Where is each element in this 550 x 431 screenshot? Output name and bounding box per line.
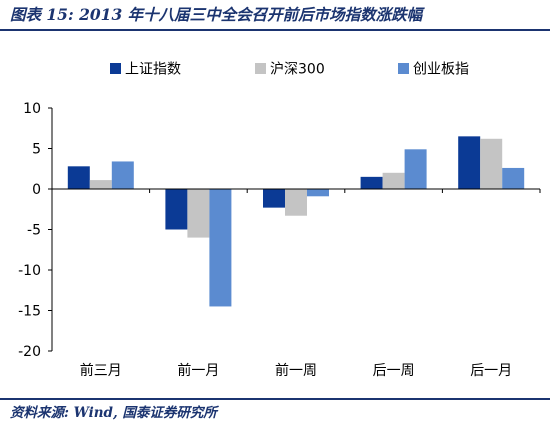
title-divider — [0, 29, 550, 31]
bar-3-5 — [502, 167, 525, 189]
y-tick-label: -15 — [18, 304, 41, 320]
bar-1-4 — [360, 176, 383, 189]
y-tick-label: 0 — [32, 182, 41, 198]
bar-1-2 — [165, 189, 188, 230]
bar-2-3 — [285, 189, 307, 216]
bar-1-3 — [263, 189, 285, 208]
bar-2-5 — [480, 138, 503, 189]
bar-1-1 — [67, 166, 90, 189]
legend-swatch-1 — [110, 63, 121, 74]
chart-legend: 上证指数 沪深300 创业板指 — [110, 62, 469, 78]
y-tick-label: 5 — [32, 142, 41, 158]
legend-label-1: 上证指数 — [125, 62, 181, 78]
x-tick-label: 后一周 — [373, 363, 415, 379]
y-tick-label: -20 — [18, 344, 41, 360]
plot-area: 10 5 0 -5 -10 -15 -20 前三月 前一月 前一周 后一周 后一月 — [18, 101, 541, 379]
legend-swatch-3 — [398, 63, 409, 74]
x-tick-label: 前三月 — [80, 362, 122, 379]
bar-2-4 — [382, 172, 405, 189]
chart-title: 图表 15: 2013 年十八届三中全会召开前后市场指数涨跌幅 — [10, 5, 423, 24]
bar-3-2 — [209, 189, 232, 307]
source-note: 资料来源: Wind, 国泰证券研究所 — [10, 405, 217, 421]
bar-1-5 — [458, 136, 481, 189]
bar-3-4 — [404, 149, 427, 189]
bar-3-1 — [111, 161, 134, 189]
x-tick-label: 前一周 — [275, 362, 317, 379]
legend-label-3: 创业板指 — [413, 62, 469, 78]
y-tick-label: 10 — [23, 101, 41, 117]
bar-2-1 — [89, 180, 112, 189]
bar-chart: 上证指数 沪深300 创业板指 10 5 0 -5 -10 -15 -20 前三月 前一月 前一周 后一… — [18, 62, 541, 379]
y-tick-label: -5 — [27, 223, 41, 239]
x-tick-label: 前一月 — [177, 362, 219, 379]
legend-label-2: 沪深300 — [270, 62, 325, 78]
bar-2-2 — [187, 189, 210, 238]
footer-divider — [0, 398, 550, 400]
x-tick-label: 后一月 — [470, 363, 512, 379]
bar-3-3 — [307, 189, 329, 197]
legend-swatch-2 — [255, 63, 266, 74]
y-tick-label: -10 — [18, 263, 41, 279]
